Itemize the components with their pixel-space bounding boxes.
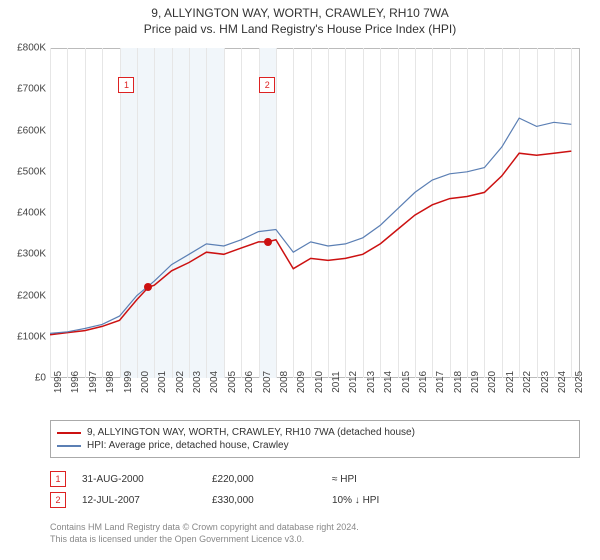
x-tick-label: 2005 [227, 371, 238, 393]
annotation-id-box: 1 [50, 471, 66, 487]
title-line-1: 9, ALLYINGTON WAY, WORTH, CRAWLEY, RH10 … [0, 6, 600, 20]
annotation-row: 2 12-JUL-2007 £330,000 10% ↓ HPI [50, 492, 580, 508]
x-tick-label: 2017 [435, 371, 446, 393]
legend-item-price-paid: 9, ALLYINGTON WAY, WORTH, CRAWLEY, RH10 … [57, 427, 573, 438]
x-tick-label: 2020 [487, 371, 498, 393]
y-tick-label: £300K [17, 249, 46, 260]
x-tick-label: 2000 [140, 371, 151, 393]
y-tick-label: £800K [17, 43, 46, 54]
x-tick-label: 1997 [88, 371, 99, 393]
chart-container: 9, ALLYINGTON WAY, WORTH, CRAWLEY, RH10 … [0, 0, 600, 560]
x-tick-label: 2015 [401, 371, 412, 393]
y-tick-label: £200K [17, 290, 46, 301]
marker-dot [264, 238, 272, 246]
x-tick-label: 2014 [383, 371, 394, 393]
y-tick-label: £100K [17, 331, 46, 342]
x-tick-label: 2024 [557, 371, 568, 393]
series-price_paid [50, 151, 571, 335]
annotation-delta: 10% ↓ HPI [332, 495, 452, 506]
x-tick-label: 2010 [314, 371, 325, 393]
x-tick-label: 2004 [209, 371, 220, 393]
x-tick-label: 2013 [366, 371, 377, 393]
footer: Contains HM Land Registry data © Crown c… [50, 522, 580, 545]
x-tick-label: 2007 [262, 371, 273, 393]
x-tick-label: 1996 [70, 371, 81, 393]
x-tick-label: 2021 [505, 371, 516, 393]
legend-item-hpi: HPI: Average price, detached house, Craw… [57, 440, 573, 451]
x-tick-label: 2012 [348, 371, 359, 393]
annotation-flag: 2 [259, 77, 275, 93]
annotation-delta: ≈ HPI [332, 474, 452, 485]
x-tick-label: 2011 [331, 371, 342, 393]
annotation-row: 1 31-AUG-2000 £220,000 ≈ HPI [50, 471, 580, 487]
x-tick-label: 2001 [157, 371, 168, 393]
annotation-price: £330,000 [212, 495, 332, 506]
x-tick-label: 1998 [105, 371, 116, 393]
x-tick-label: 2002 [175, 371, 186, 393]
x-tick-label: 2003 [192, 371, 203, 393]
annotation-table: 1 31-AUG-2000 £220,000 ≈ HPI 2 12-JUL-20… [50, 466, 580, 513]
legend: 9, ALLYINGTON WAY, WORTH, CRAWLEY, RH10 … [50, 420, 580, 458]
y-tick-label: £600K [17, 125, 46, 136]
y-tick-label: £400K [17, 208, 46, 219]
footer-line-2: This data is licensed under the Open Gov… [50, 534, 580, 546]
x-tick-label: 2025 [574, 371, 585, 393]
line-series-svg [50, 48, 580, 378]
y-tick-label: £700K [17, 84, 46, 95]
x-tick-label: 2009 [296, 371, 307, 393]
title-block: 9, ALLYINGTON WAY, WORTH, CRAWLEY, RH10 … [0, 0, 600, 36]
annotation-id-box: 2 [50, 492, 66, 508]
title-line-2: Price paid vs. HM Land Registry's House … [0, 22, 600, 36]
x-tick-label: 1995 [53, 371, 64, 393]
annotation-price: £220,000 [212, 474, 332, 485]
annotation-date: 31-AUG-2000 [82, 474, 212, 485]
x-tick-label: 2022 [522, 371, 533, 393]
legend-label: HPI: Average price, detached house, Craw… [87, 440, 289, 451]
legend-swatch-icon [57, 432, 81, 434]
x-tick-label: 2008 [279, 371, 290, 393]
marker-dot [144, 283, 152, 291]
annotation-date: 12-JUL-2007 [82, 495, 212, 506]
x-tick-label: 2006 [244, 371, 255, 393]
x-tick-label: 1999 [123, 371, 134, 393]
x-tick-label: 2016 [418, 371, 429, 393]
footer-line-1: Contains HM Land Registry data © Crown c… [50, 522, 580, 534]
x-tick-label: 2019 [470, 371, 481, 393]
annotation-flag: 1 [118, 77, 134, 93]
chart-area: 12 £0£100K£200K£300K£400K£500K£600K£700K… [50, 48, 580, 378]
x-tick-label: 2018 [453, 371, 464, 393]
legend-swatch-icon [57, 445, 81, 447]
legend-label: 9, ALLYINGTON WAY, WORTH, CRAWLEY, RH10 … [87, 427, 415, 438]
y-tick-label: £500K [17, 166, 46, 177]
series-hpi [50, 118, 571, 333]
x-tick-label: 2023 [540, 371, 551, 393]
y-tick-label: £0 [35, 373, 46, 384]
